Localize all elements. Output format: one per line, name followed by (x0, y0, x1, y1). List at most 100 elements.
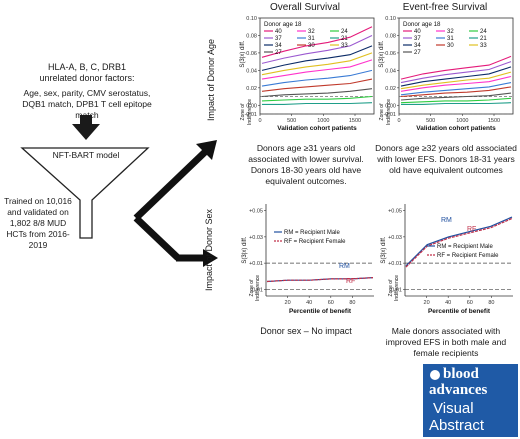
y-tick-label: 0.10 (385, 16, 396, 22)
y-tick-label: +0.01 (388, 261, 402, 267)
y-tick-label: 0.02 (385, 86, 396, 92)
legend-label-rm: RM = Recipient Male (437, 244, 494, 250)
x-tick-label: 0 (258, 118, 261, 124)
y-tick-label: 0.00 (385, 103, 396, 109)
legend-label-27: 27 (275, 50, 282, 56)
rf-line-label: RF (467, 226, 476, 233)
x-tick-label: 60 (328, 300, 334, 306)
x-tick-label: 0 (397, 118, 400, 124)
y-tick-label: 0.08 (385, 33, 396, 39)
chart-efs-sex: -0.01 +0.01 +0.03 +0.05 20 40 60 80 Percentile o… (381, 204, 513, 315)
x-axis-label: Validation cohort patients (416, 125, 496, 132)
legend-label-33: 33 (480, 43, 487, 49)
series-line-30 (400, 86, 512, 98)
y-axis-label: S(3|x) diff. (240, 40, 246, 67)
legend-title: Donor age 18 (264, 21, 302, 28)
series-line-RM (405, 216, 513, 267)
y-tick-label: -0.01 (250, 287, 263, 293)
efs-header: Event-free Survival (402, 2, 488, 13)
x-tick-label: 500 (287, 118, 296, 124)
caption-os-sex: Donor sex – No impact (260, 326, 352, 336)
zone-label: Zone of (249, 279, 255, 297)
y-tick-label: -0.01 (389, 287, 402, 293)
y-tick-label: +0.05 (388, 209, 402, 215)
y-tick-label: -0.01 (244, 112, 257, 118)
legend-label-37: 37 (414, 36, 421, 42)
series-line-32 (261, 59, 373, 80)
arrow-up-shaft (133, 149, 208, 221)
series-line-34 (261, 45, 373, 71)
arrow-right-head (203, 249, 218, 267)
x-tick-label: 1500 (488, 118, 500, 124)
arrow-up-head (196, 140, 217, 160)
y-tick-label: 0.02 (246, 86, 257, 92)
x-axis-label: Percentile of benefit (428, 308, 491, 315)
series-line-40 (400, 55, 512, 80)
zone-label-2: Indifference (255, 275, 261, 301)
hla-line: HLA-A, B, C, DRB1 (47, 62, 127, 72)
rf-line-label: RF (346, 278, 355, 285)
caption-efs-age: Donors age ≥32 years old associated with… (375, 143, 517, 175)
rm-line-label: RM (441, 217, 452, 224)
series-line-34 (400, 66, 512, 87)
model-label: NFT-BART model (52, 150, 120, 160)
y-tick-label: 0.10 (246, 16, 257, 22)
legend-label-21: 21 (480, 36, 487, 42)
series-line-37 (261, 35, 373, 64)
legend-label-33: 33 (341, 43, 348, 49)
legend-label-34: 34 (414, 43, 421, 49)
series-line-31 (261, 69, 373, 87)
series-line-21 (401, 102, 512, 105)
y-tick-label: 0.08 (246, 33, 257, 39)
logo-visual: Visual (433, 400, 474, 417)
legend-label-rf: RF = Recipient Female (284, 239, 346, 245)
series-line-21 (262, 102, 373, 105)
y-tick-label: 0.04 (246, 68, 257, 74)
y-tick-label: 0.04 (385, 68, 396, 74)
logo-abstract: Abstract (429, 417, 485, 434)
y-tick-label: +0.01 (249, 261, 263, 267)
series-line-27 (400, 92, 512, 101)
legend-label-40: 40 (414, 29, 421, 35)
x-tick-label: 1000 (317, 118, 329, 124)
drop-icon (430, 370, 440, 380)
x-tick-label: 60 (467, 300, 473, 306)
legend-label-31: 31 (308, 36, 315, 42)
y-tick-label: -0.01 (383, 112, 396, 118)
series-line-33 (400, 71, 512, 90)
hla-text: HLA-A, B, C, DRB1 unrelated donor factor… (22, 62, 152, 84)
overall-header: Overall Survival (269, 2, 341, 13)
zone-label: Zone of (388, 279, 394, 297)
y-tick-label: 0.06 (385, 51, 396, 57)
x-tick-label: 40 (306, 300, 312, 306)
series-line-24 (400, 97, 512, 104)
legend-label-32: 32 (308, 29, 315, 35)
logo-advances: advances (429, 382, 488, 398)
arrow-down-shaft (133, 215, 181, 261)
y-axis-label: S(3|x) diff. (242, 236, 248, 263)
x-tick-label: 1500 (349, 118, 361, 124)
y-tick-label: 0.06 (246, 51, 257, 57)
legend-label-24: 24 (341, 29, 348, 35)
series-line-RF (266, 277, 374, 283)
legend-label-rm: RM = Recipient Male (284, 230, 341, 236)
x-tick-label: 80 (488, 300, 494, 306)
blood-advances-logo: blood advances Visual Abstract (423, 364, 518, 437)
chart-efs-age: 0.00 0.02 0.04 0.06 0.08 0.10 -0.010 500 1000 150… (379, 16, 514, 132)
series-line-31 (400, 82, 512, 96)
legend-label-40: 40 (275, 29, 282, 35)
zone-label: Zone of (240, 103, 246, 121)
x-axis-label: Validation cohort patients (277, 125, 357, 132)
caption-os-age: Donors age ≥31 years old associated with… (248, 143, 364, 186)
rm-line-label: RM (339, 263, 350, 270)
x-axis-label: Percentile of benefit (289, 308, 352, 315)
zone-label-2: Indifference (394, 275, 400, 301)
x-tick-label: 20 (285, 300, 291, 306)
logo-blood: blood (443, 366, 479, 382)
legend-label-31: 31 (447, 36, 454, 42)
series-line-40 (261, 26, 373, 58)
trained-text: Trained on 10,016 and validated on 1,802… (4, 196, 72, 250)
legend-label-30: 30 (447, 43, 454, 49)
zone-label-2: Indifference (247, 99, 253, 125)
